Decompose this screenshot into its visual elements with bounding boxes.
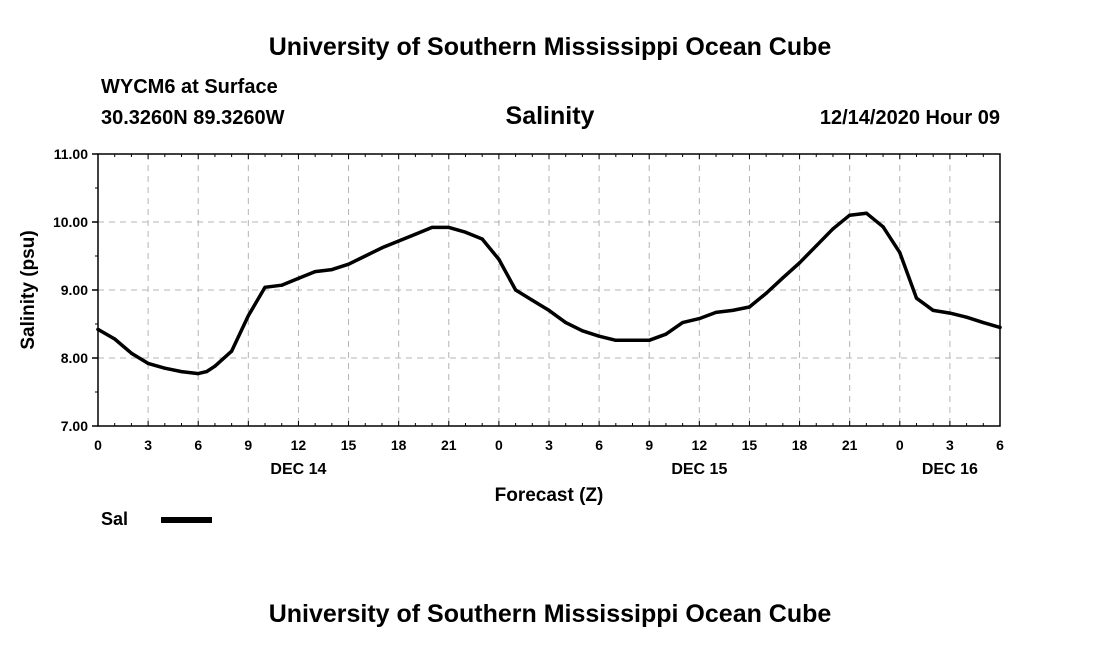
forecast-datetime: 12/14/2020 Hour 09 <box>819 107 1000 129</box>
data-point <box>630 338 635 342</box>
data-point <box>96 327 100 332</box>
data-point <box>898 251 902 255</box>
legend-label: Sal <box>101 509 129 529</box>
station-label: WYCM6 at Surface <box>101 76 278 98</box>
data-point <box>614 338 618 342</box>
chart-title: Salinity <box>505 102 595 130</box>
x-tick-label: 21 <box>842 437 858 453</box>
data-point <box>747 305 752 309</box>
x-tick-label: 0 <box>495 437 503 453</box>
station-coordinates: 30.3260N 89.3260W <box>101 107 285 129</box>
day-label: DEC 14 <box>270 461 326 478</box>
data-point <box>764 291 768 295</box>
day-label: DEC 16 <box>922 461 978 478</box>
data-point <box>497 257 501 261</box>
x-axis-title: Forecast (Z) <box>495 485 604 506</box>
y-tick-label: 8.00 <box>61 350 88 366</box>
data-point <box>864 211 868 215</box>
y-tick-label: 10.00 <box>53 214 88 230</box>
data-point <box>664 332 668 336</box>
x-tick-label: 0 <box>94 437 102 453</box>
y-tick-label: 11.00 <box>54 146 88 162</box>
x-tick-label: 9 <box>645 437 653 453</box>
data-point <box>179 370 184 374</box>
x-tick-label: 21 <box>441 437 457 453</box>
x-tick-label: 18 <box>792 437 808 453</box>
data-point <box>363 254 367 258</box>
institution-title-top: University of Southern Mississippi Ocean… <box>268 33 832 61</box>
data-point <box>447 225 451 230</box>
data-point <box>263 285 267 289</box>
data-point <box>797 261 802 265</box>
data-point <box>681 321 685 325</box>
data-point <box>480 237 484 241</box>
y-tick-label: 9.00 <box>61 282 88 298</box>
data-point <box>513 288 518 292</box>
data-point <box>881 225 885 229</box>
data-point <box>580 329 585 333</box>
x-tick-label: 12 <box>291 437 307 453</box>
data-point <box>814 244 818 248</box>
x-tick-label: 18 <box>391 437 407 453</box>
legend-line-swatch <box>161 517 212 523</box>
data-point <box>330 268 334 272</box>
x-tick-label: 6 <box>194 437 202 453</box>
data-point <box>530 298 534 302</box>
x-tick-label: 15 <box>742 437 758 453</box>
data-point <box>914 296 919 300</box>
data-point <box>547 308 551 312</box>
data-point <box>413 232 417 236</box>
x-tick-label: 3 <box>545 437 553 453</box>
data-point <box>397 239 401 243</box>
x-tick-label: 3 <box>144 437 152 453</box>
data-point <box>998 325 1002 329</box>
x-tick-label: 3 <box>946 437 954 453</box>
data-point <box>981 321 985 325</box>
y-tick-label: 7.00 <box>61 418 88 434</box>
day-label: DEC 15 <box>671 461 727 478</box>
data-point <box>647 338 651 342</box>
x-tick-label: 9 <box>244 437 252 453</box>
x-tick-label: 15 <box>341 437 357 453</box>
data-point <box>731 308 735 312</box>
data-point <box>113 337 117 341</box>
data-point <box>313 270 317 274</box>
x-tick-label: 6 <box>595 437 603 453</box>
series-line-sal <box>96 211 1002 376</box>
data-point <box>430 225 434 230</box>
x-tick-label: 0 <box>896 437 904 453</box>
data-point <box>163 366 167 370</box>
x-tick-label: 6 <box>996 437 1004 453</box>
data-point <box>564 321 568 325</box>
y-axis-title: Salinity (psu) <box>18 230 39 349</box>
data-point <box>964 315 969 319</box>
data-point <box>931 308 935 312</box>
data-point <box>948 311 952 315</box>
data-point <box>129 351 134 355</box>
data-point <box>463 230 468 234</box>
data-point <box>213 364 217 368</box>
data-point <box>848 213 852 217</box>
data-point <box>781 276 785 280</box>
data-point <box>146 361 150 366</box>
data-point <box>597 334 601 338</box>
institution-title-bottom: University of Southern Mississippi Ocean… <box>268 600 832 628</box>
data-point <box>714 310 718 315</box>
data-point <box>196 372 200 376</box>
x-tick-label: 12 <box>692 437 708 453</box>
data-point <box>831 227 835 231</box>
data-point <box>697 316 701 321</box>
data-point <box>246 314 250 318</box>
data-point <box>280 283 284 287</box>
data-point <box>346 262 351 266</box>
data-point <box>230 349 234 353</box>
data-point <box>380 246 384 250</box>
data-point <box>296 276 301 281</box>
data-point <box>204 370 209 374</box>
